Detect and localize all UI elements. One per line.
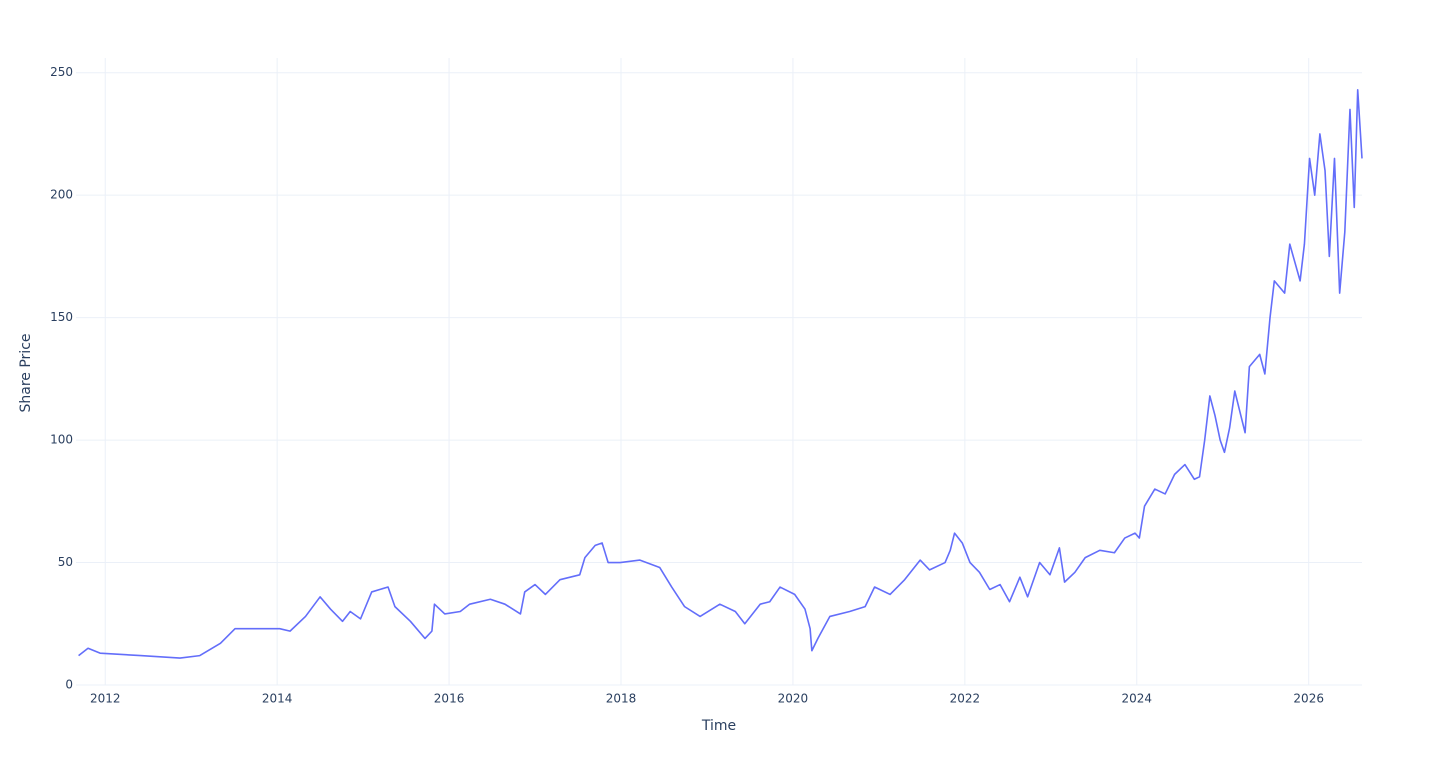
y-tick-label: 150 [50,310,73,324]
y-tick-label: 250 [50,65,73,79]
x-tick-label: 2020 [778,692,809,706]
x-tick-label: 2012 [90,692,121,706]
x-tick-label: 2018 [606,692,637,706]
x-tick-label: 2026 [1293,692,1324,706]
y-tick-label: 50 [58,555,73,569]
y-axis-title: Share Price [18,333,34,412]
price-line [78,89,1363,659]
y-tick-label: 0 [65,678,73,692]
x-tick-label: 2024 [1122,692,1153,706]
x-tick-label: 2022 [950,692,981,706]
y-tick-label: 100 [50,433,73,447]
x-tick-label: 2014 [262,692,293,706]
x-axis-title: Time [701,718,736,734]
y-tick-label: 200 [50,188,73,202]
x-tick-label: 2016 [434,692,465,706]
